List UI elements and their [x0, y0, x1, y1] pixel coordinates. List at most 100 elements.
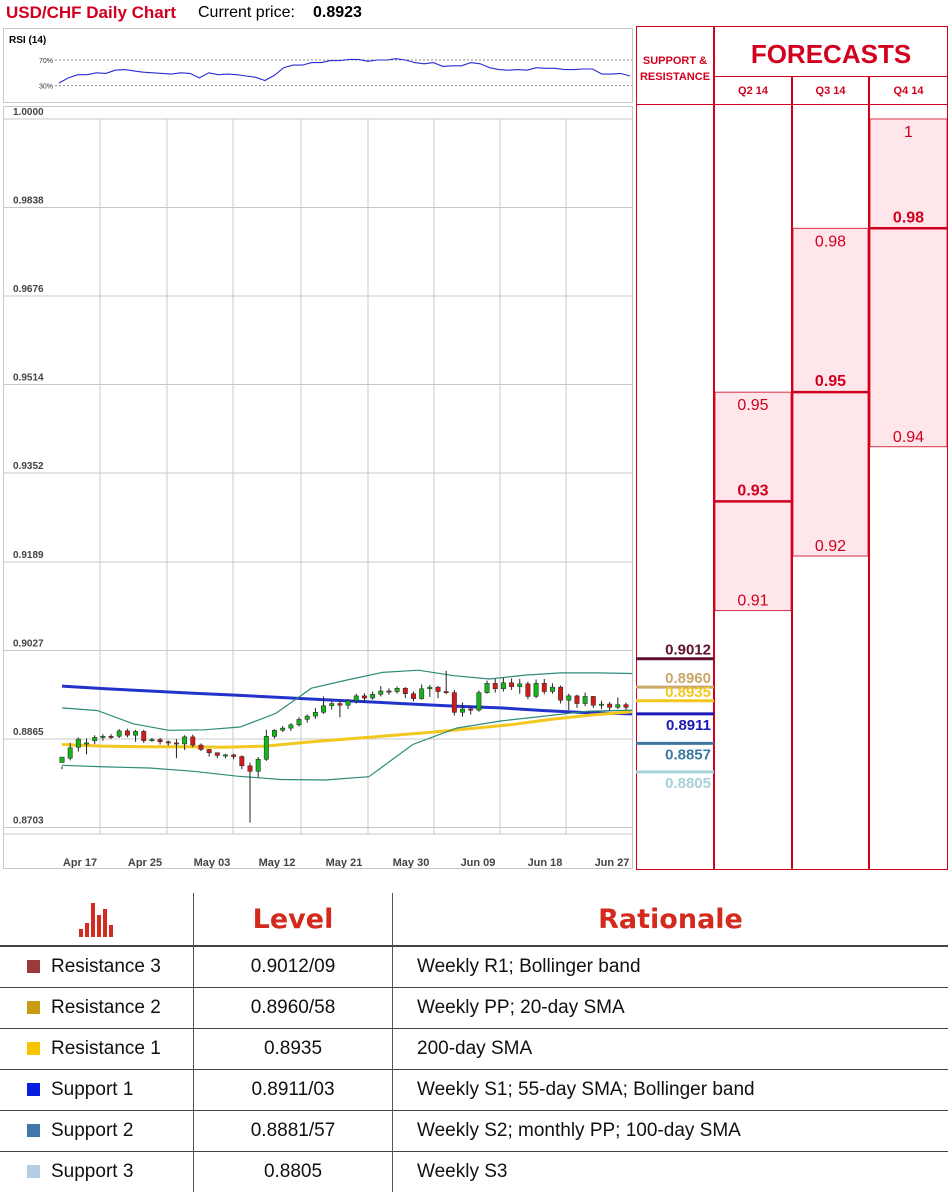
sr-level-label: 0.8935 — [665, 684, 711, 701]
forecast-panel: SUPPORT & RESISTANCE FORECASTS Q2 14 0.95 0.9… — [636, 26, 948, 870]
y-axis-tick-label: 0.9676 — [13, 284, 44, 295]
levels-table: Level Rationale Resistance 3 0.9012/09 Wee… — [0, 893, 948, 1192]
candle-body — [361, 695, 367, 699]
levels-table-header: Level Rationale — [0, 893, 948, 947]
candle-body — [173, 742, 179, 745]
x-axis-tick-label: May 21 — [326, 857, 363, 868]
level-rationale: Weekly S2; monthly PP; 100-day SMA — [392, 1110, 948, 1152]
candle-body — [255, 759, 261, 772]
candle-body — [451, 692, 457, 713]
candle-body — [296, 719, 302, 726]
sr-level-label: 0.9012 — [665, 642, 711, 659]
level-name-cell: Resistance 2 — [0, 987, 194, 1029]
levels-table-row: Support 1 0.8911/03 Weekly S1; 55-day SMA;… — [0, 1069, 948, 1111]
rsi-level-label: 70% — [39, 58, 53, 65]
level-rationale: 200-day SMA — [392, 1028, 948, 1070]
candle-body — [149, 739, 155, 742]
forecast-high: 0.98 — [815, 233, 846, 250]
candle-body — [239, 756, 245, 767]
candle-body — [517, 683, 523, 687]
candle-body — [443, 691, 449, 693]
candle-body — [460, 708, 465, 713]
candle-body — [100, 736, 106, 738]
candle-body — [607, 703, 613, 708]
candle-body — [84, 742, 89, 745]
levels-table-row: Resistance 3 0.9012/09 Weekly R1; Bollinge… — [0, 945, 948, 988]
candle-body — [419, 688, 425, 699]
level-color-swatch — [27, 1124, 40, 1137]
rationale-column-header: Rationale — [598, 903, 743, 935]
candle-body — [92, 737, 98, 741]
y-axis-tick-label: 0.8865 — [13, 727, 44, 738]
bar-chart-icon — [0, 893, 194, 947]
candle-body — [108, 736, 114, 738]
quarter-label: Q2 14 — [738, 85, 769, 97]
candle-body — [321, 705, 327, 713]
candle-body — [165, 741, 171, 744]
forecast-median: 0.95 — [815, 373, 846, 390]
candle-body — [116, 730, 122, 737]
quarter-label: Q3 14 — [816, 85, 847, 97]
level-name: Support 2 — [51, 1120, 134, 1141]
level-color-swatch — [27, 1083, 40, 1096]
forecast-column-frame — [636, 26, 714, 870]
candle-body — [304, 715, 310, 720]
candle-body — [590, 696, 596, 706]
level-column-header: Level — [252, 903, 334, 935]
y-axis-tick-label: 0.9027 — [13, 639, 44, 650]
level-value: 0.8805 — [193, 1151, 393, 1192]
rsi-level-label: 30% — [39, 84, 53, 91]
forecast-range — [869, 118, 948, 448]
level-color-swatch — [27, 1001, 40, 1014]
forecasts-title: FORECASTS — [751, 39, 911, 69]
candle-body — [411, 693, 416, 699]
candle-body — [500, 682, 506, 690]
y-axis-tick-label: 0.9189 — [13, 550, 44, 561]
overlay-line — [61, 709, 633, 781]
levels-table-row: Resistance 1 0.8935 200-day SMA — [0, 1028, 948, 1070]
overlay-line — [61, 669, 633, 731]
level-rationale: Weekly S1; 55-day SMA; Bollinger band — [392, 1069, 948, 1111]
level-name: Resistance 1 — [51, 1038, 161, 1059]
level-name-cell: Resistance 3 — [0, 945, 194, 988]
level-name-cell: Support 1 — [0, 1069, 194, 1111]
candle-body — [468, 708, 474, 711]
sr-level-label: 0.8857 — [665, 746, 711, 763]
levels-table-row: Resistance 2 0.8960/58 Weekly PP; 20-day S… — [0, 987, 948, 1029]
candle-body — [378, 690, 384, 695]
current-price-value: 0.8923 — [313, 4, 362, 21]
chart-title: USD/CHF Daily Chart — [6, 3, 177, 22]
candle-body — [182, 736, 188, 745]
candle-body — [386, 690, 392, 693]
level-value: 0.8935 — [193, 1028, 393, 1070]
sr-level-label: 0.8960 — [665, 670, 711, 687]
candle-body — [574, 695, 580, 704]
level-name: Resistance 2 — [51, 997, 161, 1018]
candle-body — [623, 704, 629, 708]
levels-table-row: Support 2 0.8881/57 Weekly S2; monthly PP;… — [0, 1110, 948, 1152]
level-value: 0.8960/58 — [193, 987, 393, 1029]
x-axis-tick-label: Jun 27 — [595, 857, 630, 868]
x-axis-tick-label: Apr 17 — [63, 857, 97, 868]
candle-body — [492, 683, 498, 690]
x-axis-tick-label: May 03 — [194, 857, 231, 868]
candle-body — [59, 756, 65, 763]
candle-body — [75, 738, 81, 748]
candle-body — [141, 731, 147, 741]
forecast-median: 0.93 — [737, 482, 768, 499]
candle-body — [280, 727, 286, 731]
candle-body — [272, 730, 277, 737]
level-name: Support 3 — [51, 1161, 134, 1182]
level-color-swatch — [27, 1042, 40, 1055]
candle-body — [353, 695, 359, 702]
level-name-cell: Support 3 — [0, 1151, 194, 1192]
candle-body — [435, 686, 441, 692]
forecast-high: 1 — [904, 124, 913, 141]
candle-body — [582, 696, 588, 704]
candle-body — [312, 712, 318, 717]
candle-body — [509, 682, 515, 687]
rsi-label: RSI (14) — [9, 35, 46, 46]
y-axis-tick-label: 0.9514 — [13, 373, 44, 384]
candle-body — [525, 683, 531, 697]
candle-body — [337, 703, 343, 706]
